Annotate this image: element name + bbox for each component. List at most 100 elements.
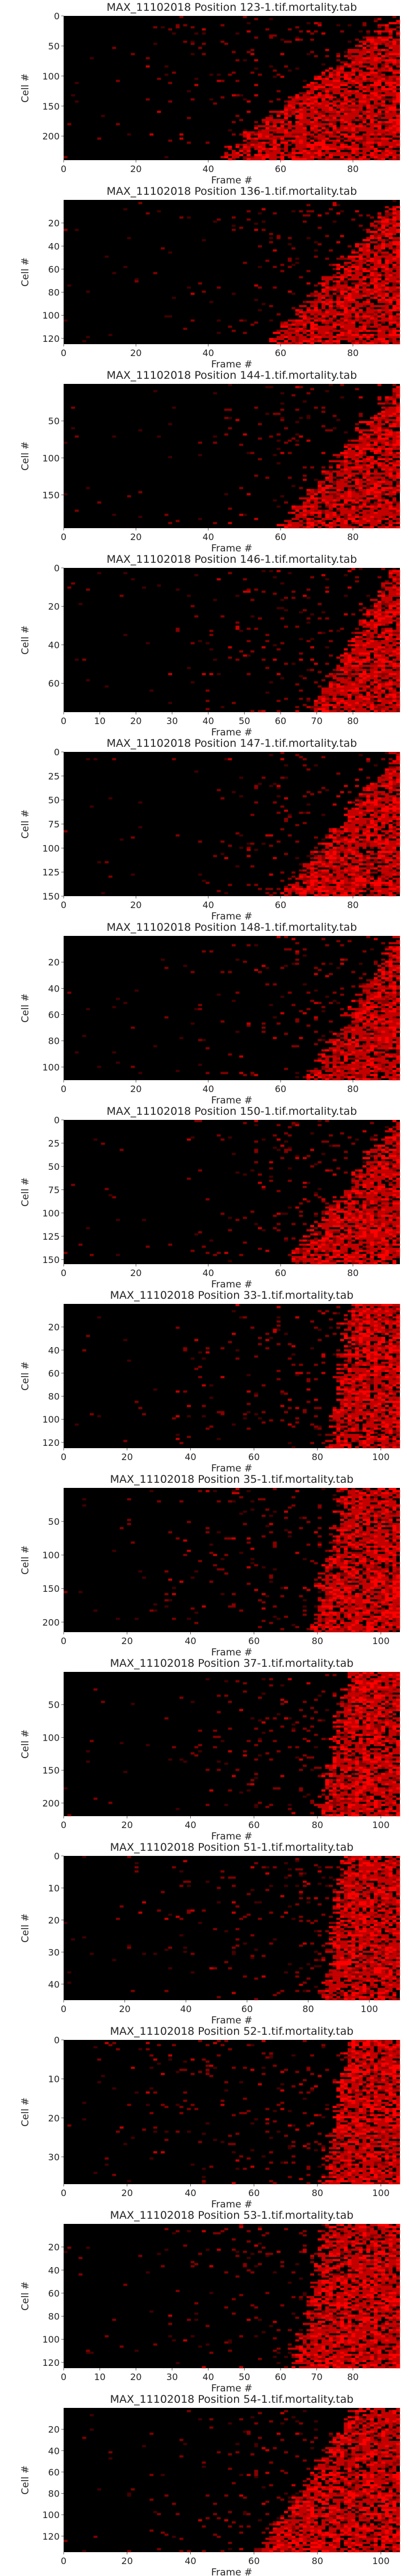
heatmap-cell: [310, 497, 318, 500]
heatmap-cell: [295, 340, 299, 342]
heatmap-cell: [340, 94, 344, 97]
heatmap-cell: [280, 141, 288, 144]
heatmap-cell: [318, 484, 322, 487]
heatmap-cell: [344, 852, 348, 855]
heatmap-cell: [370, 1036, 374, 1039]
heatmap-cell: [332, 1053, 341, 1056]
heatmap-cell: [302, 474, 307, 477]
heatmap-cell: [276, 505, 281, 508]
heatmap-cell: [291, 108, 296, 111]
heatmap-cell: [254, 148, 262, 150]
heatmap-cell: [389, 803, 393, 806]
heatmap-cell: [306, 524, 311, 526]
heatmap-cell: [351, 445, 356, 448]
heatmap-cell: [392, 772, 400, 775]
heatmap-cell: [362, 22, 367, 24]
heatmap-cell: [377, 421, 382, 424]
heatmap-cell: [161, 247, 165, 250]
heatmap-cell: [396, 828, 400, 831]
heatmap-cell: [336, 106, 348, 109]
heatmap-cell: [332, 108, 337, 111]
heatmap-cell: [235, 628, 240, 630]
heatmap-cell: [344, 652, 348, 655]
heatmap-cell: [284, 809, 288, 812]
heatmap-cell: [254, 94, 258, 97]
heatmap-cell: [258, 710, 262, 713]
heatmap-cell: [284, 131, 288, 134]
heatmap-cell: [358, 253, 370, 256]
heatmap-cell: [377, 1065, 382, 1068]
heatmap-cell: [396, 940, 400, 943]
heatmap-cell: [347, 813, 367, 816]
heatmap-cell: [258, 133, 262, 136]
heatmap-cell: [366, 983, 374, 986]
heatmap-cell: [336, 110, 341, 113]
heatmap-cell: [344, 846, 348, 849]
heatmap-cell: [358, 267, 363, 270]
heatmap-cell: [239, 444, 244, 446]
heatmap-cell: [392, 251, 400, 254]
heatmap-cell: [351, 1016, 356, 1019]
heatmap-cell: [295, 338, 299, 341]
heatmap-cell: [321, 859, 325, 862]
heatmap-cell: [347, 852, 352, 855]
heatmap-cell: [396, 253, 400, 256]
heatmap-cell: [381, 216, 385, 219]
heatmap-cell: [235, 152, 240, 154]
heatmap-cell: [344, 695, 348, 698]
heatmap-cell: [302, 108, 318, 111]
heatmap-cell: [321, 90, 325, 93]
heatmap-cell: [366, 1043, 374, 1046]
heatmap-cell: [392, 329, 400, 332]
heatmap-cell: [340, 327, 344, 330]
heatmap-cell: [340, 1063, 348, 1066]
heatmap-cell: [389, 76, 400, 78]
heatmap-cell: [329, 491, 337, 494]
heatmap-cell: [276, 524, 285, 526]
heatmap-cell: [284, 885, 288, 888]
heatmap-cell: [325, 996, 329, 998]
heatmap-cell: [344, 148, 348, 150]
heatmap-cell: [351, 1022, 359, 1025]
heatmap-cell: [392, 445, 397, 448]
heatmap-cell: [299, 210, 303, 213]
heatmap-cell: [336, 795, 341, 798]
heatmap-cell: [306, 158, 315, 161]
heatmap-cell: [321, 131, 325, 134]
heatmap-cell: [302, 400, 307, 403]
heatmap-cell: [224, 156, 228, 158]
heatmap-cell: [396, 656, 400, 659]
heatmap-cell: [344, 708, 348, 710]
heatmap-cell: [396, 483, 400, 486]
heatmap-cell: [314, 1043, 318, 1046]
heatmap-cell: [269, 158, 277, 161]
heatmap-cell: [362, 1006, 367, 1009]
heatmap-cell: [321, 813, 325, 816]
heatmap-cell: [362, 154, 370, 157]
heatmap-cell: [370, 851, 374, 854]
heatmap-cell: [224, 857, 228, 859]
heatmap-cell: [351, 1074, 363, 1077]
heatmap-cell: [336, 104, 344, 107]
heatmap-cell: [291, 963, 296, 965]
heatmap-cell: [362, 245, 367, 248]
heatmap-cell: [385, 282, 389, 285]
heatmap-cell: [351, 141, 356, 144]
heatmap-cell: [247, 944, 251, 947]
heatmap-cell: [370, 1057, 374, 1060]
heatmap-cell: [377, 985, 385, 988]
heatmap-cell: [373, 859, 378, 862]
heatmap-cell: [366, 55, 370, 57]
heatmap-cell: [366, 325, 370, 328]
heatmap-cell: [366, 629, 370, 632]
heatmap-cell: [366, 844, 370, 847]
heatmap-cell: [314, 836, 318, 839]
heatmap-cell: [273, 892, 277, 894]
heatmap-cell: [299, 135, 307, 138]
heatmap-cell: [344, 294, 348, 297]
heatmap-cell: [370, 650, 374, 653]
heatmap-cell: [389, 484, 393, 487]
heatmap-cell: [351, 1043, 356, 1046]
heatmap-cell: [366, 433, 374, 436]
heatmap-cell: [336, 491, 341, 494]
